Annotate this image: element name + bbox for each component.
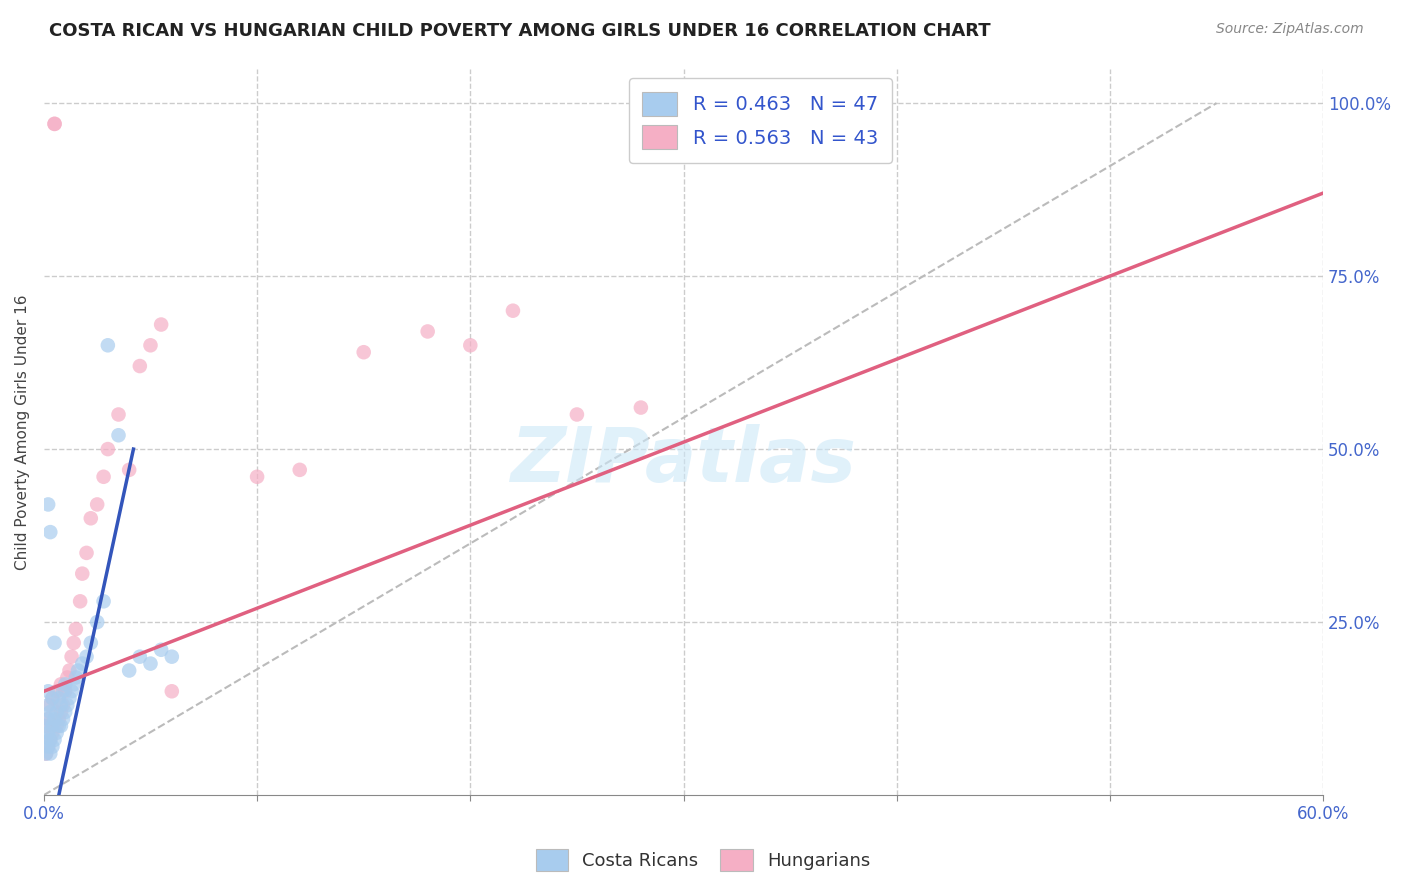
Point [97,442,120,456]
Point [48,719,70,733]
Point [458,338,481,352]
Point [65,670,87,684]
Text: COSTA RICAN VS HUNGARIAN CHILD POVERTY AMONG GIRLS UNDER 16 CORRELATION CHART: COSTA RICAN VS HUNGARIAN CHILD POVERTY A… [49,22,991,40]
Point [44,712,66,726]
Point [48,712,70,726]
Point [56,698,79,712]
Point [39,705,62,719]
Point [502,303,524,318]
Point [107,428,129,442]
Point [49,677,72,691]
Point [56,670,79,684]
Point [39,525,62,540]
Point [37,698,59,712]
Point [65,622,87,636]
Point [86,498,108,512]
Point [45,705,67,719]
Point [35,719,58,733]
Point [49,705,72,719]
Y-axis label: Child Poverty Among Girls Under 16: Child Poverty Among Girls Under 16 [15,294,30,569]
Point [139,338,162,352]
Point [160,649,183,664]
Text: Source: ZipAtlas.com: Source: ZipAtlas.com [1216,22,1364,37]
Point [93,469,115,483]
Point [118,664,141,678]
Legend: R = 0.463   N = 47, R = 0.563   N = 43: R = 0.463 N = 47, R = 0.563 N = 43 [628,78,891,162]
Point [35,719,58,733]
Point [86,615,108,629]
Point [353,345,375,359]
Point [160,684,183,698]
Point [53,705,76,719]
Point [52,684,75,698]
Point [630,401,652,415]
Point [44,117,66,131]
Point [62,677,84,691]
Point [48,691,70,706]
Point [58,664,80,678]
Point [41,691,63,706]
Point [41,691,63,706]
Point [37,739,59,754]
Point [565,408,588,422]
Point [37,712,59,726]
Point [39,732,62,747]
Legend: Costa Ricans, Hungarians: Costa Ricans, Hungarians [529,842,877,879]
Point [35,732,58,747]
Point [58,691,80,706]
Point [44,636,66,650]
Point [37,739,59,754]
Point [52,712,75,726]
Point [76,546,98,560]
Point [60,649,83,664]
Point [66,664,89,678]
Point [53,684,76,698]
Point [246,469,269,483]
Point [49,698,72,712]
Text: ZIPatlas: ZIPatlas [510,424,856,498]
Point [41,719,63,733]
Point [150,642,173,657]
Point [41,739,63,754]
Point [93,594,115,608]
Point [44,732,66,747]
Point [41,726,63,740]
Point [80,511,103,525]
Point [45,726,67,740]
Point [80,636,103,650]
Point [72,566,94,581]
Point [139,657,162,671]
Point [39,732,62,747]
Point [37,498,59,512]
Point [37,684,59,698]
Point [35,747,58,761]
Point [52,698,75,712]
Point [60,684,83,698]
Point [128,359,150,373]
Point [37,712,59,726]
Point [97,338,120,352]
Point [49,719,72,733]
Point [39,698,62,712]
Point [62,636,84,650]
Point [53,677,76,691]
Point [150,318,173,332]
Point [37,726,59,740]
Point [69,594,91,608]
Point [107,408,129,422]
Point [45,684,67,698]
Point [35,747,58,761]
Point [288,463,311,477]
Point [45,719,67,733]
Point [76,649,98,664]
Point [44,117,66,131]
Point [118,463,141,477]
Point [416,325,439,339]
Point [39,747,62,761]
Point [128,649,150,664]
Point [72,657,94,671]
